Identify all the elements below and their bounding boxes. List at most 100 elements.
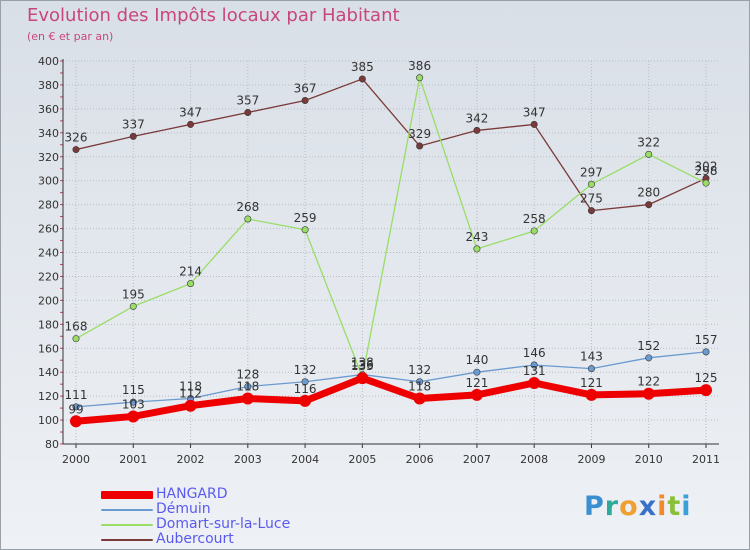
- data-point: [129, 398, 137, 406]
- x-tick-label: 2010: [635, 453, 663, 466]
- legend-item: Aubercourt: [101, 532, 234, 547]
- y-tick-label: 200: [38, 294, 59, 307]
- series-line-d-muin: [75, 351, 707, 408]
- y-tick-label: 260: [38, 223, 59, 236]
- data-label: 128: [236, 368, 259, 382]
- data-point: [72, 335, 80, 343]
- data-point: [702, 348, 710, 356]
- data-point: [642, 387, 655, 400]
- data-point: [587, 365, 595, 373]
- data-label: 195: [122, 287, 145, 301]
- data-point: [473, 126, 481, 134]
- data-label: 243: [465, 230, 488, 244]
- data-label: 297: [580, 165, 603, 179]
- y-tick-label: 160: [38, 342, 59, 355]
- data-label: 118: [179, 380, 202, 394]
- data-point: [585, 388, 598, 401]
- data-point: [184, 399, 197, 412]
- y-tick-label: 300: [38, 175, 59, 188]
- legend-item: Domart-sur-la-Luce: [101, 517, 290, 532]
- data-label: 115: [122, 383, 145, 397]
- data-label: 259: [294, 211, 317, 225]
- data-label: 140: [465, 353, 488, 367]
- data-point: [301, 96, 309, 104]
- data-point: [416, 378, 424, 386]
- data-point: [187, 120, 195, 128]
- data-point: [358, 75, 366, 83]
- data-label: 329: [408, 127, 431, 141]
- data-label: 121: [465, 376, 488, 390]
- legend-swatch: [101, 490, 153, 499]
- y-tick-label: 100: [38, 414, 59, 427]
- y-tick-label: 360: [38, 103, 59, 116]
- x-tick-label: 2000: [62, 453, 90, 466]
- series-line-hangard: [72, 374, 710, 425]
- y-tick-label: 380: [38, 79, 59, 92]
- data-label: 342: [465, 111, 488, 125]
- data-point: [528, 376, 541, 389]
- data-label: 275: [580, 192, 603, 206]
- data-point: [127, 410, 140, 423]
- data-point: [72, 146, 80, 154]
- data-label: 112: [179, 387, 202, 401]
- data-label: 132: [408, 363, 431, 377]
- y-tick-label: 120: [38, 390, 59, 403]
- y-tick-label: 340: [38, 127, 59, 140]
- series-line-domart-sur-la-luce: [75, 77, 707, 378]
- data-label: 298: [695, 164, 718, 178]
- y-tick-label: 240: [38, 247, 59, 260]
- data-point: [72, 403, 80, 411]
- data-label: 122: [637, 375, 660, 389]
- x-tick-label: 2011: [692, 453, 720, 466]
- data-point: [129, 302, 137, 310]
- data-label: 268: [236, 200, 259, 214]
- data-label: 214: [179, 265, 202, 279]
- data-point: [416, 74, 424, 82]
- legend-swatch: [101, 508, 153, 511]
- y-tick-label: 400: [38, 55, 59, 68]
- data-label: 258: [523, 212, 546, 226]
- legend-swatch: [101, 523, 153, 526]
- data-label: 135: [351, 359, 374, 373]
- data-label: 386: [408, 59, 431, 73]
- legend-label: HANGARD: [156, 486, 228, 502]
- legend-item: Démuin: [101, 502, 211, 517]
- data-point: [299, 394, 312, 407]
- y-tick-label: 280: [38, 199, 59, 212]
- x-tick-label: 2001: [119, 453, 147, 466]
- data-label: 168: [65, 320, 88, 334]
- x-tick-label: 2004: [291, 453, 319, 466]
- series-line-aubercourt: [75, 78, 707, 212]
- data-label: 118: [408, 380, 431, 394]
- chart-title: Evolution des Impôts locaux par Habitant: [27, 5, 400, 26]
- data-label: 280: [637, 186, 660, 200]
- data-point: [244, 215, 252, 223]
- y-tick-label: 220: [38, 270, 59, 283]
- x-tick-label: 2005: [348, 453, 376, 466]
- x-tick-label: 2007: [463, 453, 491, 466]
- data-label: 143: [580, 350, 603, 364]
- data-label: 116: [294, 382, 317, 396]
- data-label: 152: [637, 339, 660, 353]
- data-point: [416, 142, 424, 150]
- legend-swatch: [101, 538, 153, 541]
- data-point: [473, 368, 481, 376]
- x-tick-label: 2002: [177, 453, 205, 466]
- data-point: [244, 383, 252, 391]
- data-point: [700, 384, 712, 397]
- data-point: [70, 415, 82, 428]
- data-label: 322: [637, 135, 660, 149]
- y-tick-label: 80: [45, 438, 59, 451]
- data-label: 337: [122, 117, 145, 131]
- data-point: [645, 201, 653, 209]
- legend-label: Domart-sur-la-Luce: [156, 516, 291, 532]
- chart-subtitle: (en € et par an): [27, 30, 114, 43]
- x-tick-label: 2003: [234, 453, 262, 466]
- data-point: [702, 179, 710, 187]
- data-label: 302: [695, 159, 718, 173]
- data-label: 138: [351, 356, 374, 370]
- data-label: 347: [179, 105, 202, 119]
- data-label: 146: [523, 346, 546, 360]
- data-point: [129, 132, 137, 140]
